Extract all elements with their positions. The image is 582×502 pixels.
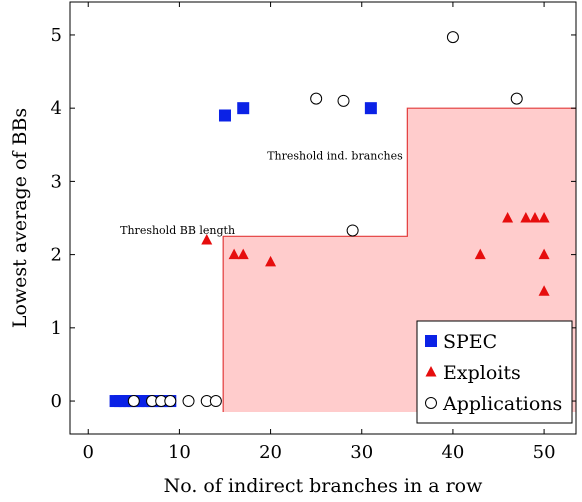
plot-frame: [69, 1, 577, 435]
exploits-point: [228, 248, 240, 260]
x-axis-title: No. of indirect branches in a row: [164, 475, 483, 497]
applications-point: [446, 31, 459, 44]
y-tick-label: 0: [51, 391, 62, 412]
legend-applications-marker: [425, 397, 437, 409]
y-axis-title: Lowest average of BBs: [9, 108, 31, 328]
legend-applications-label: Applications: [442, 393, 562, 415]
exploits-point: [237, 248, 249, 260]
x-tick-label: 40: [441, 442, 464, 463]
exploits-point: [502, 212, 514, 223]
exploits-point: [474, 248, 486, 260]
x-tick-label: 50: [533, 442, 556, 463]
applications-point: [510, 92, 523, 105]
legend-spec-marker: [425, 335, 437, 347]
legend-spec-label: SPEC: [443, 331, 497, 353]
y-tick-label: 1: [51, 318, 62, 339]
applications-point: [182, 395, 195, 408]
x-tick-label: 10: [168, 442, 191, 463]
exploits-point: [520, 212, 532, 223]
applications-point: [209, 395, 222, 408]
annotation-layer: Threshold ind. branches Threshold BB leng…: [120, 149, 403, 237]
applications-point: [310, 92, 323, 105]
applications-point: [127, 395, 140, 408]
exploits-point: [201, 233, 213, 245]
exploits-point: [265, 255, 277, 267]
exploits-point: [529, 212, 541, 223]
threshold-region-edge: [222, 107, 576, 413]
x-tick-label: 0: [83, 442, 94, 463]
axis-ticks-layer: 0 10 20 30 40 50 0 1 2 3 4 5: [51, 2, 576, 463]
threshold-bb-length-label: Threshold BB length: [120, 224, 235, 237]
y-tick-label: 2: [51, 245, 62, 266]
x-tick-label: 30: [350, 442, 373, 463]
spec-point: [218, 109, 231, 122]
spec-point: [364, 102, 377, 115]
data-marks-layer: [109, 31, 550, 408]
exploits-point: [538, 285, 550, 296]
y-tick-label: 3: [51, 171, 62, 192]
spec-point: [237, 102, 250, 115]
threshold-ind-branches-label: Threshold ind. branches: [267, 149, 403, 162]
exploits-point: [538, 248, 550, 260]
legend-exploits-label: Exploits: [443, 362, 521, 384]
x-tick-label: 20: [259, 442, 282, 463]
legend: SPEC Exploits Applications: [416, 320, 573, 424]
legend-box: [416, 320, 573, 424]
applications-point: [164, 395, 177, 408]
applications-point: [337, 94, 350, 107]
series-exploits: [201, 212, 550, 296]
applications-point: [346, 224, 359, 237]
y-tick-label: 4: [51, 98, 62, 119]
y-tick-label: 5: [51, 25, 62, 46]
exploits-point: [538, 212, 550, 223]
series-applications: [127, 31, 523, 408]
legend-exploits-marker: [425, 366, 437, 377]
